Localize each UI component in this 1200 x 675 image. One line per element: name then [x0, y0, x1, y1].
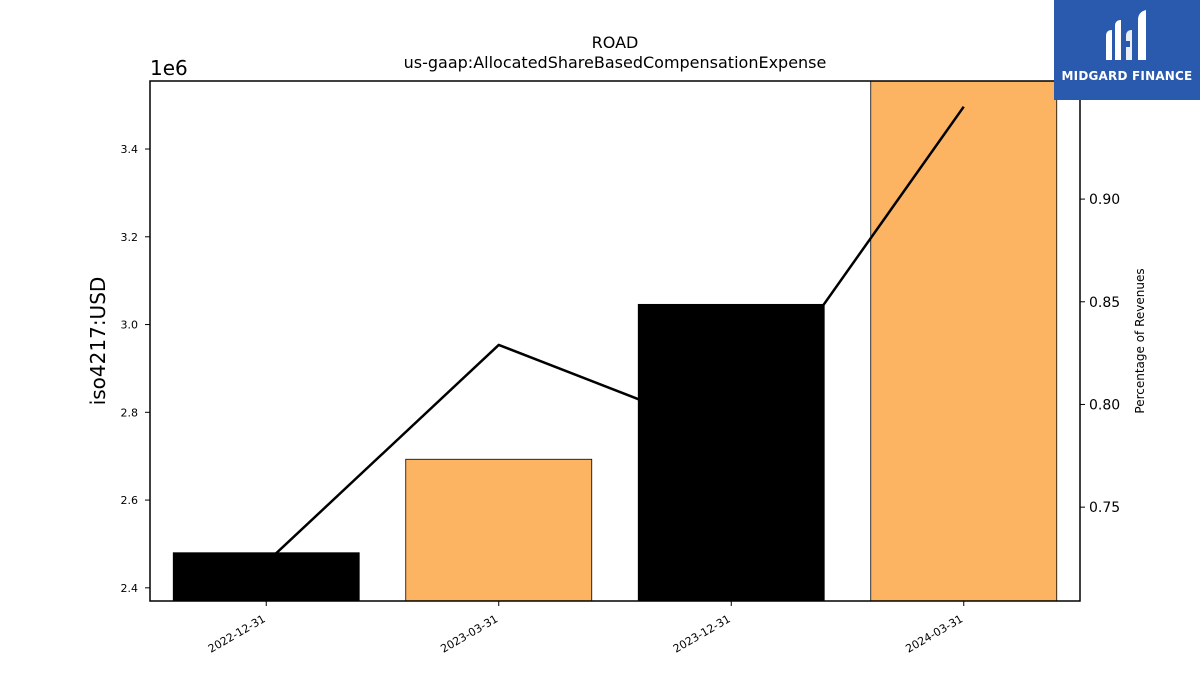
- plot-frame: [149, 80, 1081, 602]
- x-tick-label: 2023-12-31: [671, 612, 733, 655]
- midgard-finance-logo: MIDGARD FINANCE: [1054, 0, 1200, 100]
- y2-axis-label: Percentage of Revenues: [1133, 268, 1147, 413]
- y2-tick-label: 0.75: [1089, 500, 1120, 516]
- percentage-line: [265, 105, 965, 564]
- y2-tick-label: 0.85: [1089, 295, 1120, 311]
- logo-text: MIDGARD FINANCE: [1061, 69, 1193, 83]
- bar: [637, 303, 825, 601]
- y-tick-label: 2.6: [121, 494, 139, 507]
- y-tick-label: 2.8: [121, 406, 139, 419]
- x-tick-label: 2024-03-31: [903, 612, 965, 655]
- y-tick-label: 3.2: [121, 231, 139, 244]
- y-tick-label: 2.4: [121, 582, 139, 595]
- chart-subtitle: us-gaap:AllocatedShareBasedCompensationE…: [404, 53, 827, 72]
- y2-tick-label: 0.90: [1089, 192, 1120, 208]
- bar: [172, 552, 360, 601]
- chart-title: ROAD: [592, 33, 639, 52]
- y-multiplier: 1e6: [150, 56, 188, 80]
- x-tick-label: 2022-12-31: [206, 612, 268, 655]
- x-tick-label: 2023-03-31: [438, 612, 500, 655]
- bar: [870, 81, 1058, 601]
- midgard-logo-mark-icon: [1106, 10, 1146, 60]
- y-axis-label: iso4217:USD: [86, 277, 110, 406]
- bar: [405, 458, 593, 601]
- y2-tick-label: 0.80: [1089, 397, 1120, 413]
- y-tick-label: 3.4: [121, 143, 139, 156]
- y-tick-label: 3.0: [121, 319, 139, 332]
